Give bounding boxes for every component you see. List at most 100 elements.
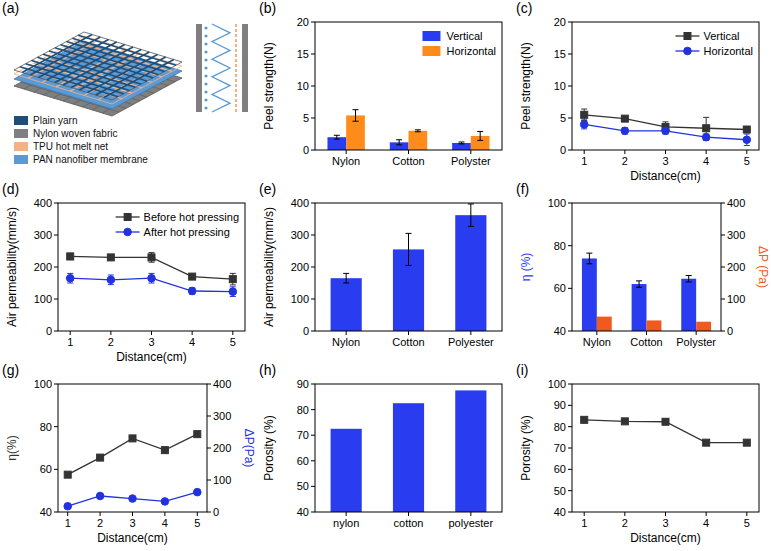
y-tick <box>54 426 58 427</box>
y2-tick <box>207 416 211 417</box>
plain-yarn <box>104 60 174 98</box>
section-fiber <box>204 74 207 77</box>
x-tick-label: 1 <box>65 517 71 529</box>
error-bar <box>406 233 412 265</box>
error-cap <box>586 263 592 264</box>
x-tick <box>110 331 111 335</box>
y-tick-label: 40 <box>40 506 52 518</box>
bar <box>331 278 362 331</box>
x-tick <box>665 512 666 516</box>
y-tick-label: 60 <box>297 455 309 467</box>
y-tick-label: 40 <box>554 506 566 518</box>
y-tick-label: 200 <box>291 261 309 273</box>
bar <box>696 322 711 331</box>
error-bar <box>458 142 464 144</box>
error-cap <box>230 296 236 297</box>
plot-data <box>327 110 489 150</box>
y-tick <box>311 384 315 385</box>
y-tick-label: 70 <box>297 429 309 441</box>
legend-label: Vertical <box>446 30 482 42</box>
y-tick-label: 300 <box>34 229 52 241</box>
error-cap <box>636 287 642 288</box>
panel-letter: (d) <box>2 181 19 197</box>
marker <box>662 127 670 135</box>
error-cap <box>406 233 412 234</box>
y-tick <box>568 203 572 204</box>
panel-(b): 05101520NylonCottonPolysterPeel strength… <box>262 16 502 167</box>
plain-yarn <box>78 35 176 65</box>
error-cap <box>67 273 73 274</box>
panel-(g): 406080100010020030040012345η(%)ΔP(Pa)Dis… <box>5 378 256 545</box>
y-tick-label: 100 <box>34 378 52 390</box>
y2-axis-title: ΔP (Pa) <box>756 246 770 288</box>
legend-label: Plain yarn <box>33 115 77 126</box>
x-tick <box>470 331 471 335</box>
y2-tick-label: 100 <box>727 293 745 305</box>
marker <box>743 439 750 446</box>
y2-tick-label: 300 <box>727 229 745 241</box>
error-bar-line <box>480 131 481 140</box>
y-tick <box>311 235 315 236</box>
x-tick <box>706 512 707 516</box>
y-tick-label: 80 <box>554 421 566 433</box>
marker <box>743 126 750 133</box>
marker <box>107 254 114 261</box>
error-cap <box>468 203 474 204</box>
error-bar <box>468 204 474 226</box>
y-tick <box>568 150 572 151</box>
y-tick <box>311 203 315 204</box>
bar <box>597 317 612 331</box>
marker <box>743 136 751 144</box>
error-bar <box>744 134 750 146</box>
plot-data <box>580 109 750 145</box>
y2-tick <box>207 512 211 513</box>
marker <box>581 416 588 423</box>
panel-letter: (h) <box>259 362 276 378</box>
pan-layer <box>14 41 182 109</box>
bar <box>331 429 362 512</box>
panel-(i): 40506070809010012345Porosity (%)Distance… <box>519 378 759 545</box>
error-cap <box>477 140 483 141</box>
plot-data <box>581 416 751 446</box>
marker <box>64 502 72 510</box>
error-cap <box>744 134 750 135</box>
y-tick <box>568 448 572 449</box>
section-fabric <box>242 24 248 112</box>
error-cap <box>396 144 402 145</box>
y-tick-label: 100 <box>548 197 566 209</box>
y-tick-label: 200 <box>34 261 52 273</box>
marker <box>188 287 196 295</box>
section-fiber <box>204 34 207 37</box>
x-tick-label: Cotton <box>392 336 424 348</box>
legend-swatch <box>14 129 28 138</box>
y-tick-label: 70 <box>554 442 566 454</box>
bar <box>452 143 471 150</box>
x-tick-label: Nylon <box>583 336 611 348</box>
legend-label: Horizontal <box>703 45 753 57</box>
marker <box>229 276 236 283</box>
bar <box>632 284 647 331</box>
error-cap <box>406 265 412 266</box>
legend-swatch <box>14 142 28 151</box>
marker <box>66 274 74 282</box>
error-bar-line <box>470 204 471 226</box>
x-tick-label: Polyster <box>676 336 716 348</box>
error-cap <box>353 109 359 110</box>
error-cap <box>108 284 114 285</box>
marker <box>703 439 710 446</box>
y-tick-label: 400 <box>291 197 309 209</box>
line <box>68 492 198 506</box>
marker <box>702 133 710 141</box>
plot-data <box>582 253 711 331</box>
y-tick <box>311 54 315 55</box>
y-tick-label: 60 <box>554 282 566 294</box>
y-tick <box>568 405 572 406</box>
x-tick-label: 5 <box>230 336 236 348</box>
y-tick-label: 80 <box>554 240 566 252</box>
legend-label: Before hot pressing <box>144 211 239 223</box>
x-tick <box>197 512 198 516</box>
x-tick <box>192 331 193 335</box>
section-fiber <box>204 90 207 93</box>
plot-frame <box>572 203 721 331</box>
panel-letter: (c) <box>516 0 532 16</box>
